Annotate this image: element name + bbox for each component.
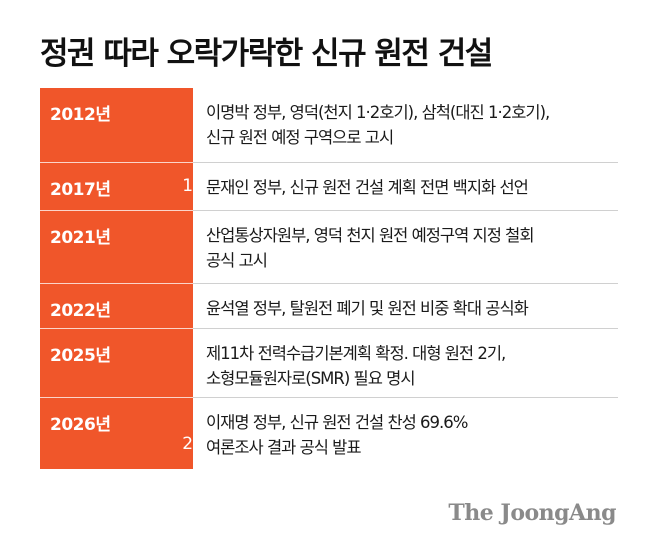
row-date: 10월 xyxy=(182,175,218,198)
row-description-line: 신규 원전 예정 구역으로 고시 xyxy=(206,128,394,147)
row-description: 이재명 정부, 신규 원전 건설 찬성 69.6% 여론조사 결과 공식 발표 xyxy=(206,410,618,460)
row-description: 문재인 정부, 신규 원전 건설 계획 전면 백지화 선언 xyxy=(206,175,618,200)
row-divider xyxy=(40,328,193,329)
row-divider xyxy=(40,397,193,398)
row-description-line: 소형모듈원자로(SMR) 필요 명시 xyxy=(206,369,416,388)
timeline-row: 2012년 9월 이명박 정부, 영덕(천지 1·2호기), 삼척(대진 1·2… xyxy=(40,88,618,163)
row-divider xyxy=(193,283,618,284)
row-year: 2022년 xyxy=(50,301,111,321)
row-date: 9월 xyxy=(192,100,219,123)
timeline-table: 2012년 9월 이명박 정부, 영덕(천지 1·2호기), 삼척(대진 1·2… xyxy=(40,88,618,469)
row-description-line: 문재인 정부, 신규 원전 건설 계획 전면 백지화 선언 xyxy=(206,178,529,197)
row-description-line: 이재명 정부, 신규 원전 건설 찬성 69.6% xyxy=(206,413,468,432)
row-description-line: 제11차 전력수급기본계획 확정. 대형 원전 2기, xyxy=(206,344,506,363)
row-description: 제11차 전력수급기본계획 확정. 대형 원전 2기, 소형모듈원자로(SMR)… xyxy=(206,341,618,391)
row-date: 7월 xyxy=(192,296,219,319)
row-divider xyxy=(40,210,193,211)
row-date-line: 10월 xyxy=(182,176,218,196)
row-description-line: 산업통상자원부, 영덕 천지 원전 예정구역 지정 철회 xyxy=(206,226,535,245)
row-description: 이명박 정부, 영덕(천지 1·2호기), 삼척(대진 1·2호기), 신규 원… xyxy=(206,100,618,150)
timeline-row: 2022년 7월 윤석열 정부, 탈원전 폐기 및 원전 비중 확대 공식화 xyxy=(40,284,618,329)
row-date-line: 1월 xyxy=(192,411,219,431)
row-date-line: 7월 xyxy=(192,297,219,317)
year-column-background xyxy=(40,88,193,469)
timeline-row: 2026년 1월 21일 이재명 정부, 신규 원전 건설 찬성 69.6% 여… xyxy=(40,398,618,469)
row-description: 산업통상자원부, 영덕 천지 원전 예정구역 지정 철회 공식 고시 xyxy=(206,223,618,273)
row-date-line: 2월 xyxy=(192,342,219,362)
row-date-line: 9월 xyxy=(192,101,219,121)
row-date-line: 21일 xyxy=(182,434,218,454)
timeline-row: 2025년 2월 제11차 전력수급기본계획 확정. 대형 원전 2기, 소형모… xyxy=(40,329,618,398)
row-description: 윤석열 정부, 탈원전 폐기 및 원전 비중 확대 공식화 xyxy=(206,296,618,321)
row-year: 2026년 xyxy=(50,415,111,435)
row-description-line: 여론조사 결과 공식 발표 xyxy=(206,438,362,457)
row-date: 2월 xyxy=(192,341,219,364)
row-divider xyxy=(193,210,618,211)
row-year: 2025년 xyxy=(50,346,111,366)
timeline-row: 2021년 3월 산업통상자원부, 영덕 천지 원전 예정구역 지정 철회 공식… xyxy=(40,211,618,284)
row-divider xyxy=(40,283,193,284)
row-date: 3월 xyxy=(192,223,219,246)
timeline-row: 2017년 10월 문재인 정부, 신규 원전 건설 계획 전면 백지화 선언 xyxy=(40,163,618,211)
row-year: 2012년 xyxy=(50,105,111,125)
row-divider xyxy=(193,397,618,398)
row-description-line: 이명박 정부, 영덕(천지 1·2호기), 삼척(대진 1·2호기), xyxy=(206,103,550,122)
page-title: 정권 따라 오락가락한 신규 원전 건설 xyxy=(40,36,493,72)
row-date-line: 3월 xyxy=(192,224,219,244)
row-description-line: 윤석열 정부, 탈원전 폐기 및 원전 비중 확대 공식화 xyxy=(206,299,529,318)
publisher-logo: The JoongAng xyxy=(448,500,616,526)
row-year: 2021년 xyxy=(50,228,111,248)
row-divider xyxy=(40,162,193,163)
row-divider xyxy=(193,162,618,163)
row-year: 2017년 xyxy=(50,180,111,200)
row-divider xyxy=(193,328,618,329)
row-date: 1월 21일 xyxy=(182,410,218,456)
row-description-line: 공식 고시 xyxy=(206,251,268,270)
